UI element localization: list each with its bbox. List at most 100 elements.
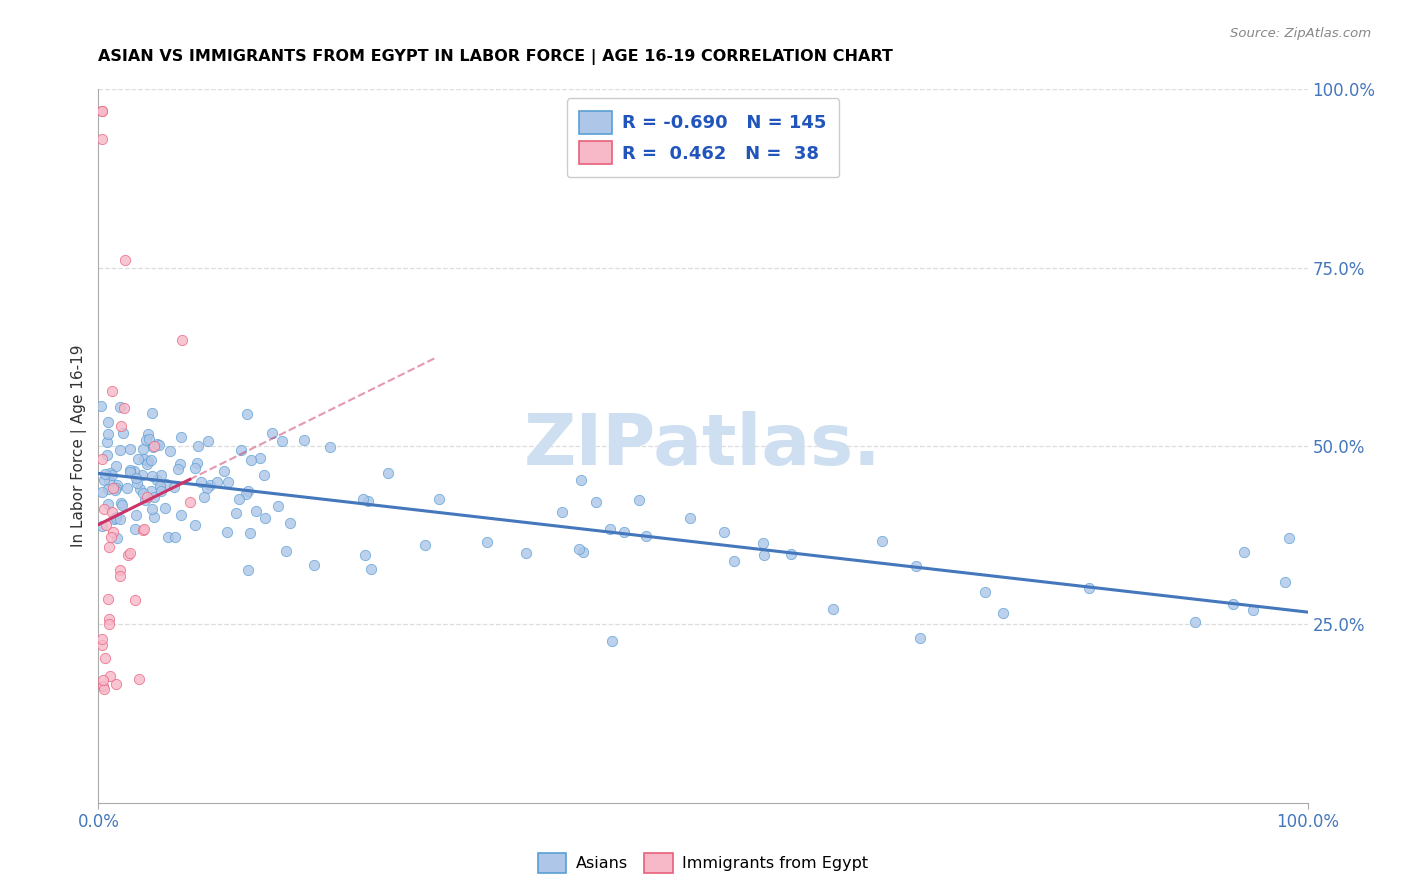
Point	[602, 633, 624, 648]
Point	[128, 672, 150, 686]
Point	[238, 563, 260, 577]
Point	[139, 453, 162, 467]
Point	[110, 568, 132, 582]
Point	[274, 543, 297, 558]
Point	[184, 461, 207, 475]
Y-axis label: In Labor Force | Age 16-19: In Labor Force | Age 16-19	[72, 344, 87, 548]
Point	[993, 606, 1015, 620]
Point	[1233, 545, 1256, 559]
Point	[157, 530, 180, 544]
Point	[225, 506, 247, 520]
Point	[134, 452, 156, 467]
Point	[98, 616, 121, 631]
Point	[125, 508, 148, 522]
Point	[551, 505, 574, 519]
Point	[249, 450, 271, 465]
Point	[110, 496, 132, 510]
Point	[104, 677, 127, 691]
Point	[105, 509, 128, 524]
Point	[1241, 602, 1264, 616]
Point	[239, 526, 262, 541]
Point	[91, 132, 114, 146]
Point	[105, 478, 128, 492]
Point	[96, 435, 118, 450]
Point	[149, 483, 172, 498]
Point	[118, 546, 141, 560]
Point	[135, 433, 157, 447]
Point	[228, 491, 250, 506]
Point	[141, 468, 163, 483]
Point	[93, 681, 115, 696]
Point	[207, 475, 229, 489]
Point	[98, 540, 121, 554]
Point	[184, 517, 207, 532]
Point	[165, 530, 187, 544]
Point	[200, 478, 222, 492]
Point	[93, 473, 115, 487]
Point	[105, 458, 128, 473]
Point	[108, 512, 131, 526]
Point	[217, 475, 239, 489]
Point	[148, 438, 170, 452]
Point	[127, 451, 149, 466]
Point	[195, 482, 218, 496]
Point	[377, 467, 399, 481]
Point	[236, 407, 259, 421]
Point	[97, 474, 120, 488]
Point	[360, 562, 382, 576]
Point	[104, 510, 127, 524]
Point	[114, 253, 136, 268]
Text: Source: ZipAtlas.com: Source: ZipAtlas.com	[1230, 27, 1371, 40]
Point	[90, 399, 112, 413]
Point	[94, 651, 117, 665]
Point	[136, 490, 159, 504]
Point	[260, 426, 283, 441]
Point	[97, 427, 120, 442]
Point	[91, 632, 114, 646]
Point	[353, 548, 375, 562]
Point	[292, 433, 315, 447]
Point	[357, 493, 380, 508]
Point	[212, 464, 235, 478]
Point	[110, 563, 132, 577]
Point	[91, 451, 114, 466]
Point	[569, 474, 592, 488]
Point	[117, 548, 139, 562]
Point	[146, 437, 169, 451]
Point	[90, 518, 112, 533]
Point	[723, 554, 745, 568]
Point	[112, 425, 135, 440]
Point	[141, 501, 163, 516]
Point	[146, 473, 169, 487]
Point	[110, 401, 132, 415]
Point	[132, 523, 155, 537]
Point	[125, 475, 148, 490]
Point	[905, 558, 928, 573]
Point	[138, 432, 160, 446]
Point	[98, 466, 121, 480]
Point	[91, 679, 114, 693]
Point	[118, 463, 141, 477]
Point	[278, 516, 301, 530]
Point	[110, 418, 132, 433]
Point	[142, 441, 165, 455]
Point	[197, 434, 219, 449]
Point	[155, 477, 177, 491]
Point	[973, 585, 995, 599]
Point	[352, 492, 374, 507]
Point	[163, 480, 186, 494]
Point	[515, 545, 537, 559]
Point	[91, 103, 114, 118]
Point	[139, 483, 162, 498]
Point	[236, 483, 259, 498]
Point	[120, 465, 142, 479]
Point	[124, 593, 146, 607]
Point	[627, 492, 650, 507]
Point	[103, 512, 125, 526]
Point	[170, 508, 193, 522]
Point	[94, 518, 117, 533]
Legend: R = -0.690   N = 145, R =  0.462   N =  38: R = -0.690 N = 145, R = 0.462 N = 38	[567, 98, 839, 178]
Point	[193, 490, 215, 504]
Point	[568, 541, 591, 556]
Point	[100, 530, 122, 544]
